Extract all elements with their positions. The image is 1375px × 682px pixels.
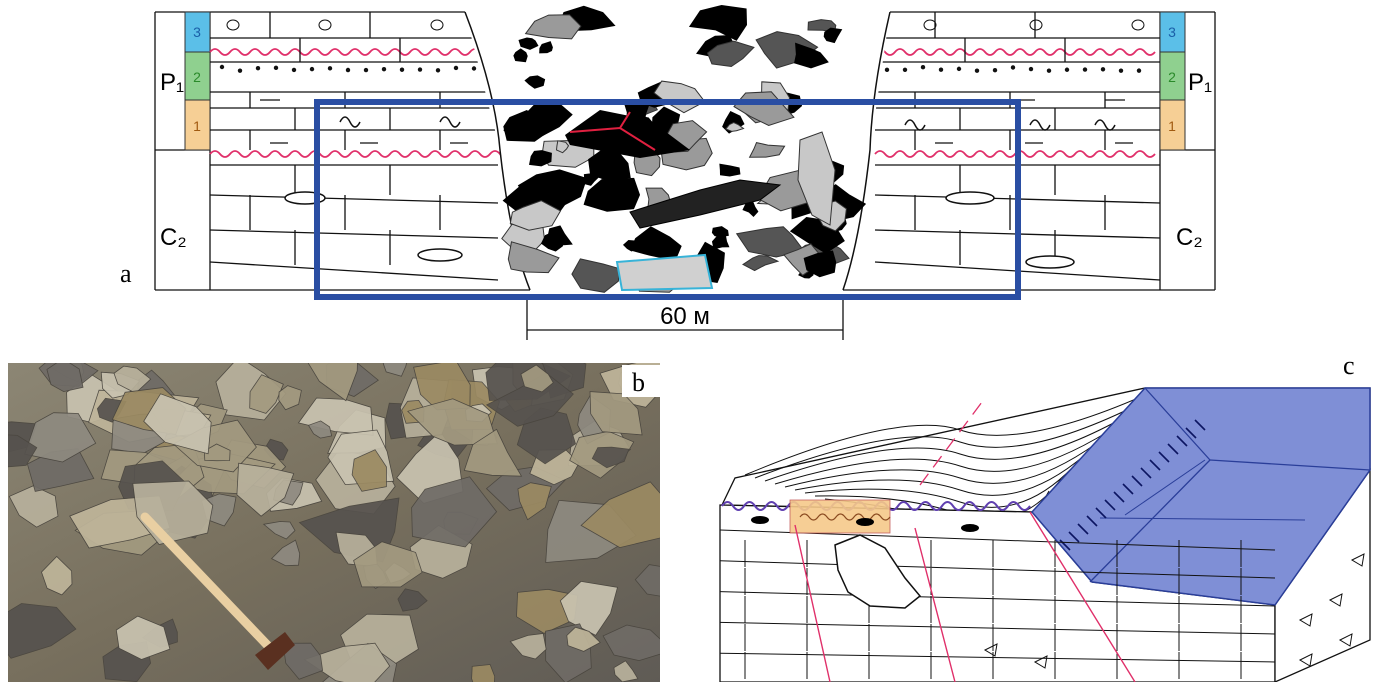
- layer-number: 2: [1168, 69, 1176, 85]
- nodule: [1026, 256, 1074, 268]
- fossil: [924, 20, 936, 30]
- unconformity: [210, 49, 490, 55]
- squiggle: [1095, 120, 1115, 130]
- age-upper-right: P₁: [1188, 69, 1212, 96]
- dot: [256, 66, 260, 70]
- layer-number: 1: [1168, 118, 1176, 134]
- nodule: [751, 516, 769, 524]
- fossil: [319, 20, 331, 30]
- dot: [1029, 67, 1033, 71]
- dot: [903, 68, 907, 72]
- layer-number: 3: [1168, 24, 1176, 40]
- dot: [418, 67, 422, 71]
- dot: [1137, 68, 1141, 72]
- nodule: [418, 249, 462, 261]
- layer-number: 3: [193, 24, 201, 40]
- panel-c: [720, 388, 1370, 682]
- layer-number: 2: [193, 69, 201, 85]
- panel-a: [155, 6, 1215, 341]
- weathered-layer: [790, 500, 890, 533]
- age-upper-left: P₁: [160, 69, 184, 96]
- dot: [472, 66, 476, 70]
- dot: [382, 67, 386, 71]
- dot: [436, 68, 440, 72]
- panel-label-b: b: [632, 368, 645, 397]
- unconformity: [210, 151, 510, 157]
- nodule: [946, 192, 994, 204]
- dot: [1119, 68, 1123, 72]
- dot: [921, 65, 925, 69]
- line: [210, 262, 498, 280]
- dot: [328, 66, 332, 70]
- squiggle: [440, 117, 460, 127]
- dot: [1011, 65, 1015, 69]
- fossil: [431, 20, 443, 30]
- dot: [975, 68, 979, 72]
- fossil: [227, 20, 239, 30]
- age-lower-right: C₂: [1176, 224, 1203, 251]
- dot: [1065, 68, 1069, 72]
- fossil: [1030, 20, 1042, 30]
- nodule: [961, 524, 979, 532]
- page: {"panels": { "a": {"label": "a", "scale"…: [0, 0, 1375, 682]
- squiggle: [1030, 120, 1050, 130]
- dot: [220, 65, 224, 69]
- panel-label-c: c: [1343, 351, 1355, 380]
- line: [210, 195, 498, 203]
- dot: [238, 68, 242, 72]
- figure: a 60 м P₁ C₂ P₁ C₂ 3 2 1 3 2 1 b c: [0, 0, 1375, 682]
- dot: [346, 68, 350, 72]
- line: [210, 230, 498, 238]
- squiggle: [340, 117, 360, 127]
- dot: [957, 67, 961, 71]
- squiggle: [905, 120, 925, 130]
- body: a 60 м P₁ C₂ P₁ C₂ 3 2 1 3 2 1 b c (() =…: [0, 0, 1375, 682]
- fossil: [1132, 20, 1144, 30]
- fragment: [617, 255, 712, 290]
- rock: [472, 665, 495, 682]
- dot: [1101, 67, 1105, 71]
- dot: [1083, 67, 1087, 71]
- dot: [1047, 68, 1051, 72]
- layer-number: 1: [193, 118, 201, 134]
- dot: [885, 68, 889, 72]
- panel-label-a: a: [120, 259, 132, 288]
- dot: [454, 66, 458, 70]
- dot: [400, 68, 404, 72]
- dot: [292, 68, 296, 72]
- dot: [274, 66, 278, 70]
- panel-b: [0, 343, 676, 682]
- scale-label: 60 м: [660, 303, 710, 330]
- unconformity: [875, 49, 1155, 55]
- age-lower-left: C₂: [160, 224, 187, 251]
- dot: [939, 68, 943, 72]
- dot: [993, 68, 997, 72]
- dot: [364, 68, 368, 72]
- nodule: [856, 518, 874, 526]
- dot: [310, 67, 314, 71]
